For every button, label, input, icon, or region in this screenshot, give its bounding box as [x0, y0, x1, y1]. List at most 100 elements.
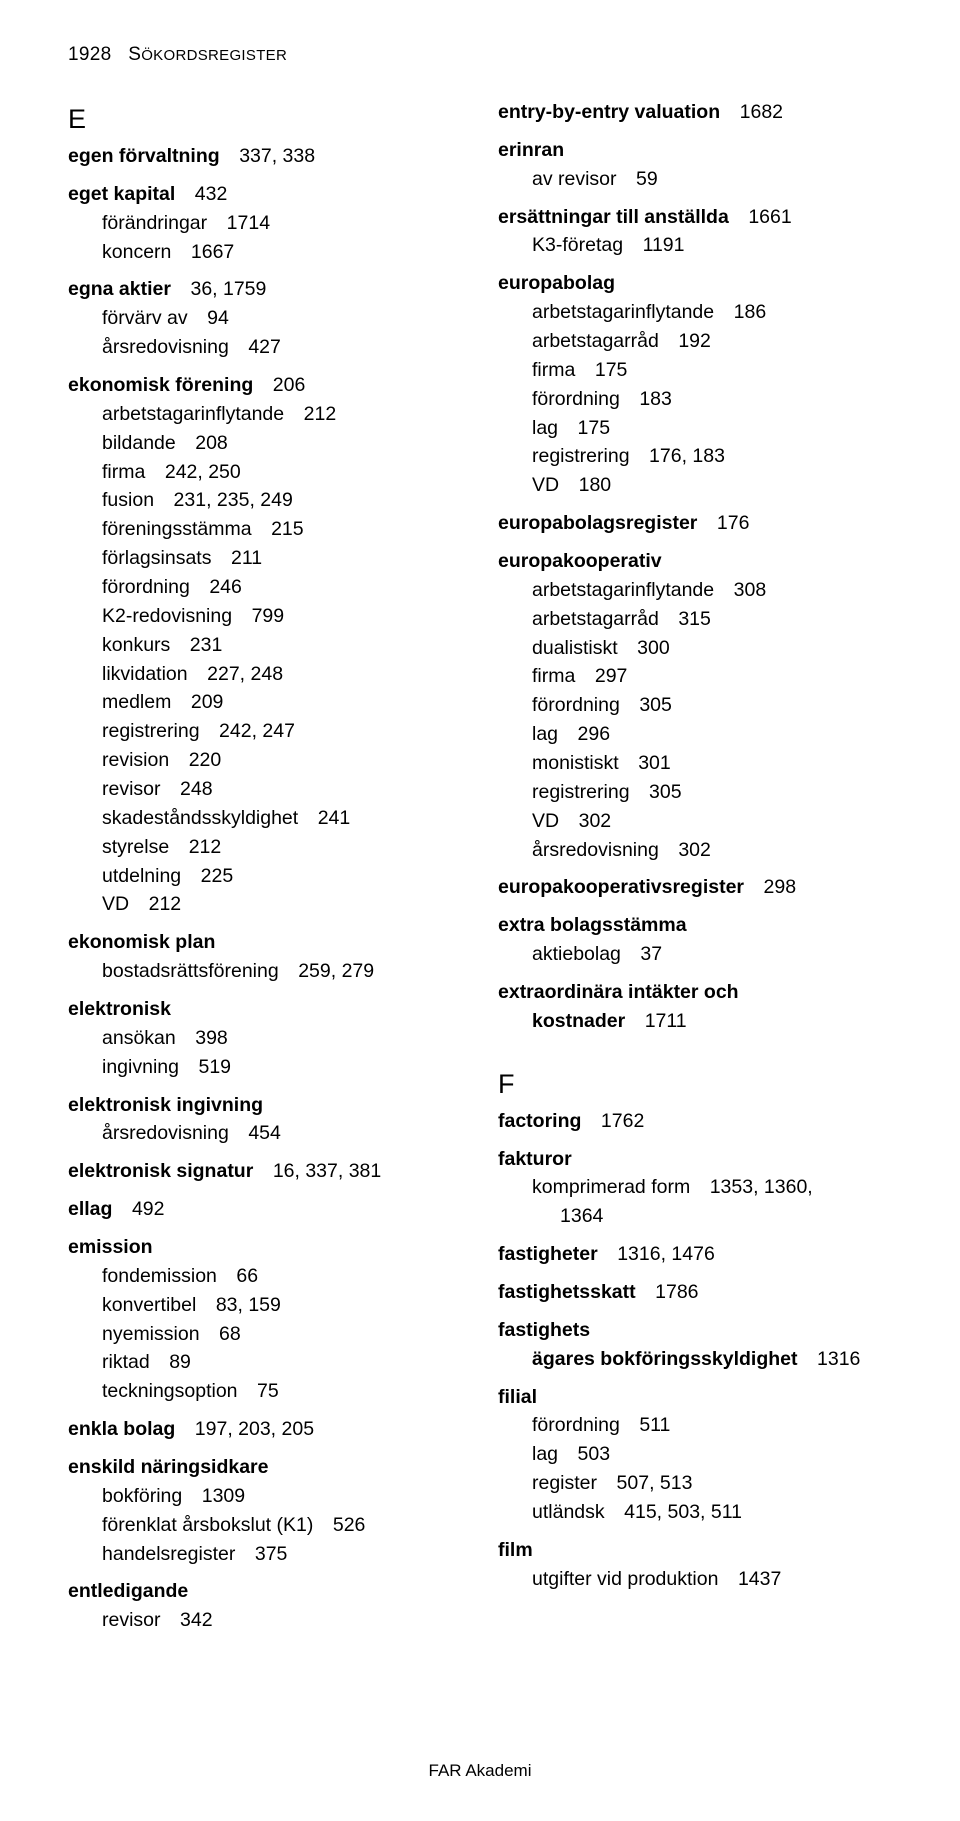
sub-label: förordning	[532, 1414, 620, 1436]
entry-term: entledigande	[68, 1580, 188, 1602]
index-entry: enskild näringsidkarebokföring 1309fören…	[68, 1453, 462, 1568]
entry-head: entledigande	[68, 1577, 462, 1606]
entry-sub: förenklat årsbokslut (K1) 526	[68, 1511, 462, 1540]
entry-head: extra bolagsstämma	[498, 911, 892, 940]
entry-sub: förlagsinsats 211	[68, 544, 462, 573]
entry-head: eget kapital 432	[68, 180, 462, 209]
entry-head: enskild näringsidkare	[68, 1453, 462, 1482]
entry-term: enkla bolag	[68, 1418, 175, 1440]
index-entry: extra bolagsstämmaaktiebolag 37	[498, 911, 892, 969]
entry-sub: förordning 511	[498, 1411, 892, 1440]
entry-sub: konkurs 231	[68, 631, 462, 660]
sub-pages: 454	[229, 1122, 281, 1144]
sub-pages: 1191	[623, 234, 684, 256]
index-entry: europakooperativarbetstagarinflytande 30…	[498, 547, 892, 864]
sub-label: konvertibel	[102, 1294, 196, 1316]
entry-sub: förändringar 1714	[68, 209, 462, 238]
sub-pages: 415, 503, 511	[605, 1501, 742, 1523]
entry-sub: fondemission 66	[68, 1262, 462, 1291]
sub-label: bokföring	[102, 1485, 182, 1507]
entry-term: egna aktier	[68, 278, 171, 300]
sub-pages: 89	[150, 1351, 191, 1373]
sub-label: registrering	[102, 720, 200, 742]
sub-label: registrering	[532, 445, 630, 467]
entry-term: europabolagsregister	[498, 512, 697, 534]
page-title: SÖKORDSREGISTER	[128, 44, 287, 65]
entry-head: extraordinära intäkter och	[498, 978, 892, 1007]
sub-label: bildande	[102, 432, 176, 454]
sub-label: arbetstagarråd	[532, 330, 659, 352]
index-entry: factoring 1762	[498, 1107, 892, 1136]
entry-sub: årsredovisning 427	[68, 333, 462, 362]
entry-pages: 1316, 1476	[598, 1243, 715, 1265]
sub-label: förenklat årsbokslut (K1)	[102, 1514, 313, 1536]
sub-pages: 242, 250	[145, 461, 240, 483]
entry-term: fastighetsskatt	[498, 1281, 636, 1303]
entry-sub: fusion 231, 235, 249	[68, 486, 462, 515]
sub-pages: 211	[211, 547, 262, 569]
entry-sub: registrering 305	[498, 778, 892, 807]
entry-sub: lag 503	[498, 1440, 892, 1469]
sub-pages: 186	[714, 301, 766, 323]
sub-pages: 308	[714, 579, 766, 601]
entry-term: film	[498, 1539, 533, 1561]
index-entry: egna aktier 36, 1759förvärv av 94årsredo…	[68, 275, 462, 362]
sub-label: lag	[532, 417, 558, 439]
sub-pages: 175	[575, 359, 627, 381]
entry-sub: medlem 209	[68, 688, 462, 717]
entry-sub: K3-företag 1191	[498, 231, 892, 260]
entry-sub: revision 220	[68, 746, 462, 775]
sub-pages: 242, 247	[200, 720, 295, 742]
sub-label: förändringar	[102, 212, 207, 234]
entry-pages: 197, 203, 205	[175, 1418, 314, 1440]
index-entry: eget kapital 432förändringar 1714koncern…	[68, 180, 462, 267]
entry-sub: lag 175	[498, 414, 892, 443]
sub-label: förordning	[102, 576, 190, 598]
entry-term: elektronisk signatur	[68, 1160, 253, 1182]
entry-term: ersättningar till anställda	[498, 206, 729, 228]
entry-sub: av revisor 59	[498, 165, 892, 194]
sub-label: arbetstagarinflytande	[532, 301, 714, 323]
sub-pages: 176, 183	[630, 445, 725, 467]
sub-pages: 519	[179, 1056, 231, 1078]
sub-pages: 302	[559, 810, 611, 832]
entry-sub: firma 175	[498, 356, 892, 385]
entry-sub: VD 180	[498, 471, 892, 500]
sub-pages: 37	[621, 943, 662, 965]
sub-pages: 227, 248	[188, 663, 283, 685]
entry-sub: konvertibel 83, 159	[68, 1291, 462, 1320]
sub-pages: 302	[659, 839, 711, 861]
entry-term: factoring	[498, 1110, 581, 1132]
sub-label: förordning	[532, 694, 620, 716]
sub-pages: 301	[619, 752, 671, 774]
sub-pages: 1714	[207, 212, 270, 234]
sub-pages: 241	[298, 807, 350, 829]
index-entry: fakturorkomprimerad form 1353, 1360,1364	[498, 1145, 892, 1232]
index-entry: ekonomisk planbostadsrättsförening 259, …	[68, 928, 462, 986]
entry-sub: handelsregister 375	[68, 1540, 462, 1569]
entry-pages: 1661	[729, 206, 792, 228]
entry-sub: utdelning 225	[68, 862, 462, 891]
entry-head: fakturor	[498, 1145, 892, 1174]
entry-head: filial	[498, 1383, 892, 1412]
entry-term: elektronisk ingivning	[68, 1094, 263, 1116]
sub-pages: 208	[176, 432, 228, 454]
sub-pages: 511	[620, 1414, 671, 1436]
entry-sub: komprimerad form 1353, 1360,	[498, 1173, 892, 1202]
index-entry: europabolagsregister 176	[498, 509, 892, 538]
sub-label: teckningsoption	[102, 1380, 238, 1402]
entry-term: filial	[498, 1386, 537, 1408]
index-columns: Eegen förvaltning 337, 338eget kapital 4…	[68, 98, 892, 1644]
sub-label: årsredovisning	[102, 1122, 229, 1144]
sub-label: lag	[532, 1443, 558, 1465]
sub-pages: 375	[235, 1543, 287, 1565]
sub-label: firma	[102, 461, 145, 483]
entry-term-continuation: kostnader 1711	[498, 1007, 892, 1036]
entry-sub: arbetstagarråd 192	[498, 327, 892, 356]
sub-label: av revisor	[532, 168, 617, 190]
entry-head: elektronisk	[68, 995, 462, 1024]
index-entry: elektronisk signatur 16, 337, 381	[68, 1157, 462, 1186]
entry-sub: årsredovisning 454	[68, 1119, 462, 1148]
sub-pages: 212	[284, 403, 336, 425]
index-entry: elektronisk ingivning årsredovisning 454	[68, 1091, 462, 1149]
